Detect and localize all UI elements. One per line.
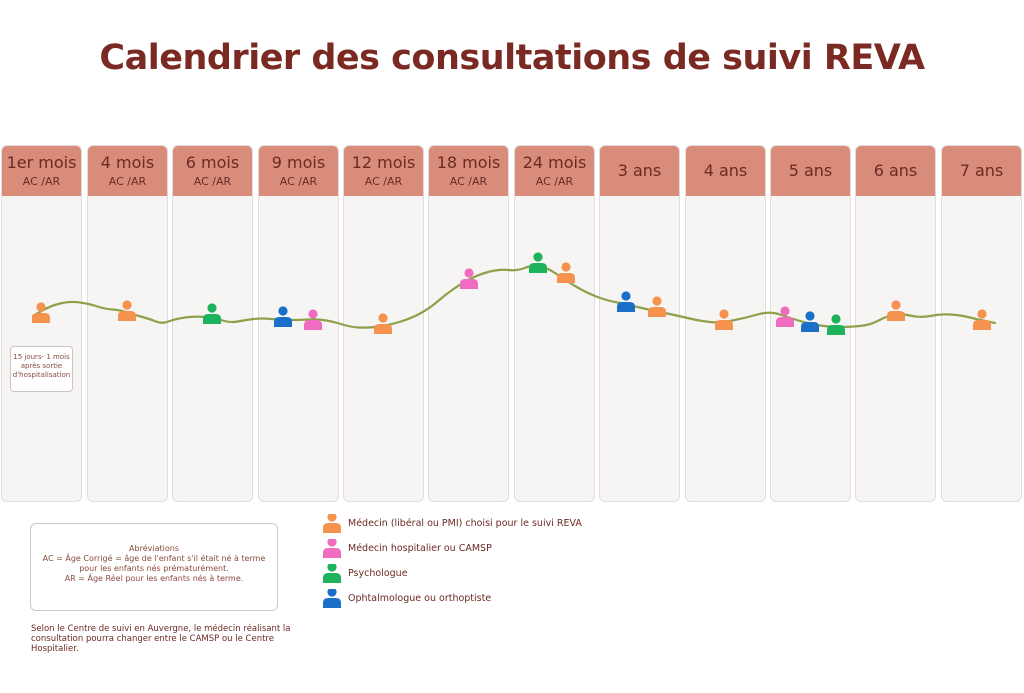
column-4: 9 mois AC /AR (258, 145, 339, 502)
column-age-type: AC /AR (279, 175, 318, 188)
person-icon (323, 564, 341, 583)
person-icon (323, 539, 341, 558)
column-age-label: 9 mois (271, 153, 326, 172)
column-header: 24 mois AC /AR (515, 146, 594, 196)
column-age-type: AC /AR (193, 175, 232, 188)
abbreviation-ar: AR = Âge Réel pour les enfants nés à ter… (64, 574, 244, 583)
person-icon (529, 252, 547, 273)
column-2: 4 mois AC /AR (87, 145, 168, 502)
person-icon (323, 589, 341, 608)
column-header: 1er mois AC /AR (2, 146, 81, 196)
person-icon (274, 306, 292, 327)
person-icon (648, 296, 666, 317)
column-age-label: 7 ans (959, 161, 1004, 180)
column-age-label: 3 ans (617, 161, 662, 180)
person-icon (776, 306, 794, 327)
person-icon (304, 309, 322, 330)
person-icon (617, 291, 635, 312)
column-age-label: 1er mois (6, 153, 77, 172)
column-3: 6 mois AC /AR (172, 145, 253, 502)
legend-label: Médecin (libéral ou PMI) choisi pour le … (348, 518, 582, 529)
column-header: 12 mois AC /AR (344, 146, 423, 196)
legend-label: Psychologue (348, 568, 408, 579)
column-header: 4 mois AC /AR (88, 146, 167, 196)
page-title: Calendrier des consultations de suivi RE… (99, 38, 925, 78)
person-icon (460, 268, 478, 289)
person-icon (203, 303, 221, 324)
column-header: 4 ans (686, 146, 765, 196)
abbreviations-box: Abréviations AC = Âge Corrigé = âge de l… (30, 523, 278, 611)
column-header: 9 mois AC /AR (259, 146, 338, 196)
column-age-label: 24 mois (522, 153, 587, 172)
column-age-label: 12 mois (351, 153, 416, 172)
column-age-label: 6 ans (873, 161, 918, 180)
column-header: 18 mois AC /AR (429, 146, 508, 196)
first-month-note: 15 jours- 1 mois après sortie d'hospital… (10, 346, 73, 392)
column-age-type: AC /AR (449, 175, 488, 188)
column-11: 6 ans (855, 145, 936, 502)
column-header: 5 ans (771, 146, 850, 196)
person-icon (557, 262, 575, 283)
column-age-type: AC /AR (535, 175, 574, 188)
person-icon (827, 314, 845, 335)
column-age-label: 4 mois (100, 153, 155, 172)
footnote: Selon le Centre de suivi en Auvergne, le… (31, 624, 291, 654)
legend-label: Ophtalmologue ou orthoptiste (348, 593, 492, 604)
column-age-label: 5 ans (788, 161, 833, 180)
person-icon (323, 514, 341, 533)
column-5: 12 mois AC /AR (343, 145, 424, 502)
column-8: 3 ans (599, 145, 680, 502)
column-header: 3 ans (600, 146, 679, 196)
column-1: 1er mois AC /AR (1, 145, 82, 502)
person-icon (801, 311, 819, 332)
column-6: 18 mois AC /AR (428, 145, 509, 502)
column-7: 24 mois AC /AR (514, 145, 595, 502)
legend-label: Médecin hospitalier ou CAMSP (348, 543, 492, 554)
person-icon (323, 514, 341, 533)
column-age-label: 18 mois (436, 153, 501, 172)
column-age-label: 6 mois (185, 153, 240, 172)
column-age-type: AC /AR (22, 175, 61, 188)
column-age-label: 4 ans (703, 161, 748, 180)
consultation-markers (32, 252, 991, 335)
person-icon (323, 564, 341, 583)
person-icon (973, 309, 991, 330)
person-icon (118, 300, 136, 321)
column-header: 6 ans (856, 146, 935, 196)
person-icon (32, 302, 50, 323)
timeline-curve (31, 264, 997, 329)
person-icon (374, 313, 392, 334)
column-header: 7 ans (942, 146, 1021, 196)
person-icon (715, 309, 733, 330)
abbreviations-heading: Abréviations (129, 544, 179, 553)
person-icon (887, 300, 905, 321)
person-icon (323, 539, 341, 558)
column-age-type: AC /AR (364, 175, 403, 188)
column-age-type: AC /AR (108, 175, 147, 188)
column-header: 6 mois AC /AR (173, 146, 252, 196)
abbreviation-ac: AC = Âge Corrigé = âge de l'enfant s'il … (42, 554, 266, 573)
person-icon (323, 589, 341, 608)
